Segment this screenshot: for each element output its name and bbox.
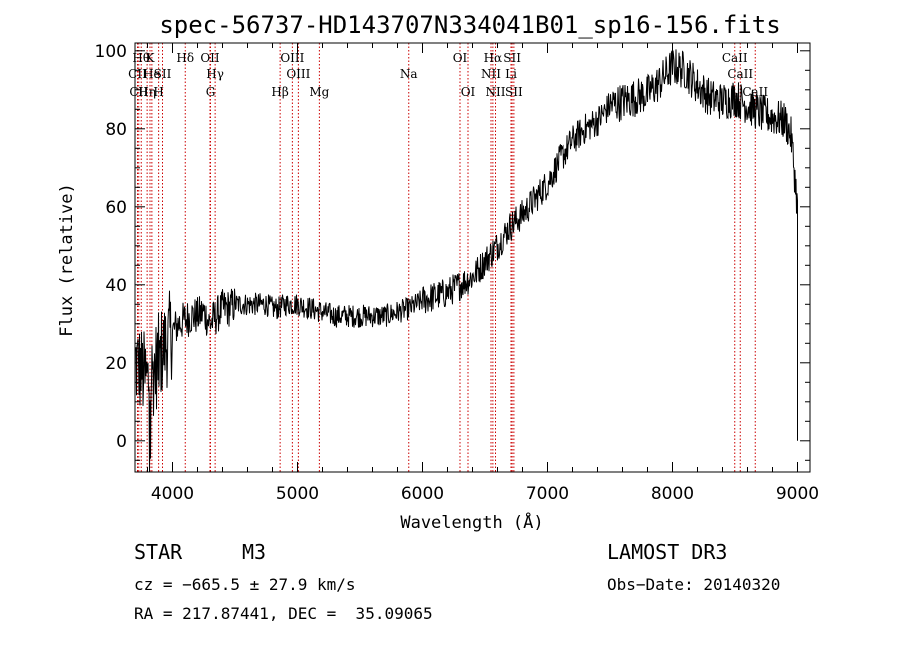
line-marker-label: OIII [280,51,304,65]
line-marker-label: Mg [309,85,329,99]
line-marker-label: Hγ [206,67,224,81]
observation-date: Obs−Date: 20140320 [607,575,781,594]
line-marker-label: CaII [722,51,748,65]
y-axis-label: Flux (relative) [57,183,77,337]
line-marker-label: NII [486,85,506,99]
chart-title: spec-56737-HD143707N334041B01_sp16-156.f… [159,11,780,39]
object-class: STAR [134,540,183,564]
x-tick-label: 9000 [776,484,819,504]
y-tick-label: 60 [105,198,127,218]
x-tick-label: 6000 [401,484,444,504]
x-tick-label: 5000 [276,484,319,504]
line-marker-label: Li [505,67,517,81]
line-marker-label: NII [481,67,501,81]
line-marker-label: Hη [138,85,156,99]
line-marker-label: Hθ [132,51,150,65]
survey-name: LAMOST DR3 [607,540,728,564]
line-marker-label: OI [461,85,476,99]
line-marker-label: Hβ [271,85,288,99]
redshift-cz: cz = −665.5 ± 27.9 km/s [134,575,356,594]
line-marker-label: Hδ [176,51,194,65]
line-marker-label: He [143,67,161,81]
line-marker-label: OI [453,51,468,65]
plot-frame [134,42,811,473]
line-marker-label: OII [200,51,220,65]
line-marker-label: SII [505,85,523,99]
spectrum-line [134,49,798,473]
line-marker-label: G [206,85,216,99]
coordinates: RA = 217.87441, DEC = 35.09065 [134,604,433,623]
line-marker-label: OIII [286,67,310,81]
x-axis-label: Wavelength (Å) [400,511,543,533]
line-marker-label: SII [503,51,521,65]
y-tick-label: 40 [105,276,127,296]
object-subclass: M3 [242,540,267,564]
line-marker-label: SII [154,67,172,81]
line-marker-label: K [146,51,156,65]
axis-ticks: 4000 5000 6000 7000 8000 9000 0 20 40 60 80 100 [95,42,820,504]
y-tick-label: 100 [95,42,127,62]
line-marker-label: CaII [727,67,753,81]
x-tick-label: 8000 [651,484,694,504]
x-tick-label: 7000 [526,484,569,504]
line-marker-label: CII [128,67,147,81]
line-marker-label: Na [400,67,418,81]
y-tick-label: 80 [105,120,127,140]
line-marker-label: Hα [484,51,503,65]
y-tick-label: 20 [105,354,127,374]
x-tick-label: 4000 [151,484,194,504]
line-marker-label: H [153,85,163,99]
line-markers [137,43,756,472]
y-tick-label: 0 [116,432,127,452]
line-marker-label: CII [129,85,148,99]
